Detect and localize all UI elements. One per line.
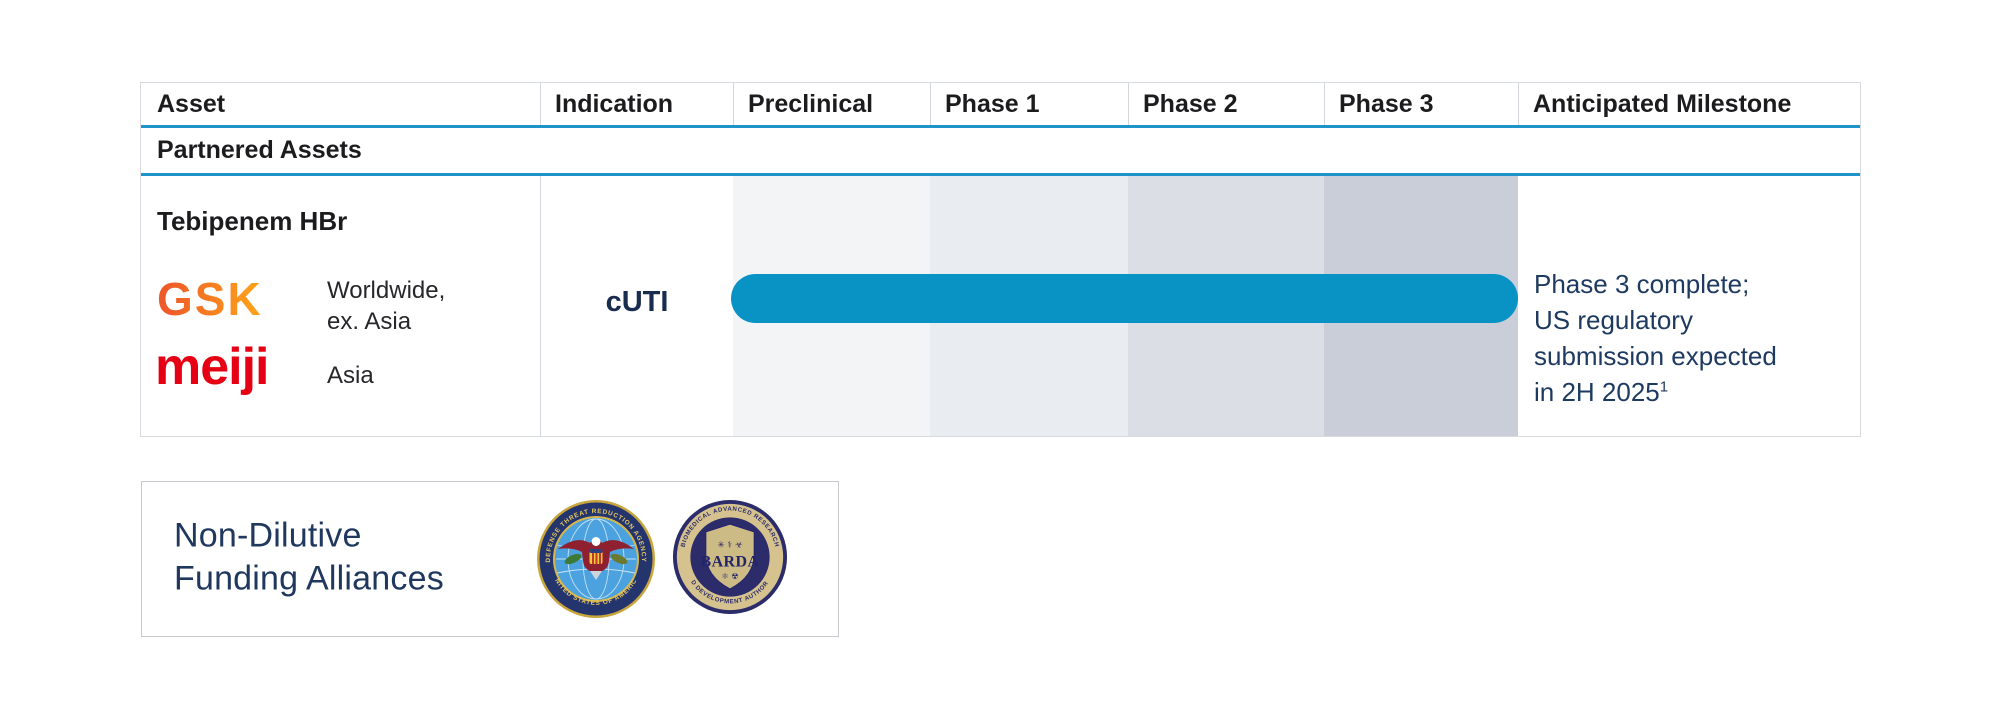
gsk-territory-line1: Worldwide,: [327, 277, 446, 304]
column-header-indication: Indication: [540, 83, 733, 125]
funding-title-line2: Funding Alliances: [174, 559, 444, 598]
pipeline-header-row: Asset Indication Preclinical Phase 1 Pha…: [141, 83, 1860, 125]
meiji-territory: Asia: [327, 360, 374, 391]
non-dilutive-funding-box: Non-Dilutive Funding Alliances DEFENSE T…: [141, 481, 839, 637]
milestone-footnote-marker: 1: [1659, 378, 1669, 396]
asset-indication-divider: [540, 176, 541, 436]
header-divider-rule: [141, 125, 1860, 128]
milestone-line4: in 2H 20251: [1534, 377, 1669, 407]
milestone-line1: Phase 3 complete;: [1534, 269, 1750, 299]
section-header-label: Partnered Assets: [157, 136, 362, 164]
meiji-logo: meiji: [155, 338, 269, 396]
indication-value: cUTI: [605, 285, 669, 318]
funding-title-line1: Non-Dilutive: [174, 516, 362, 555]
barda-seal-top-icons: ✳ ⚕ ☣: [717, 540, 743, 550]
section-divider-rule: [141, 173, 1860, 176]
barda-seal-icon: ✳ ⚕ ☣ BARDA ⚛ ☢ BIOMEDICAL ADVANCED RESE…: [672, 499, 788, 615]
column-header-phase2: Phase 2: [1128, 83, 1324, 125]
funding-box-title: Non-Dilutive Funding Alliances: [174, 514, 444, 600]
barda-seal-bottom-icons: ⚛ ☢: [721, 571, 738, 581]
asset-row-tebipenem: Tebipenem HBr GSK Worldwide, ex. Asia me…: [141, 176, 1860, 436]
column-header-phase3: Phase 3: [1324, 83, 1518, 125]
column-header-phase1: Phase 1: [930, 83, 1128, 125]
section-header-partnered-assets: Partnered Assets: [141, 128, 1860, 173]
gsk-territory-line2: ex. Asia: [327, 308, 412, 335]
column-header-preclinical: Preclinical: [733, 83, 930, 125]
gsk-logo: GSK: [157, 273, 263, 325]
barda-seal-center-text: BARDA: [700, 554, 759, 571]
indication-cell: cUTI: [540, 176, 734, 436]
pipeline-table: Asset Indication Preclinical Phase 1 Pha…: [140, 82, 1861, 437]
asset-name: Tebipenem HBr: [157, 206, 348, 236]
dtra-seal-icon: DEFENSE THREAT REDUCTION AGENCY UNITED S…: [536, 499, 655, 618]
anticipated-milestone-text: Phase 3 complete; US regulatory submissi…: [1534, 266, 1854, 410]
column-header-asset: Asset: [157, 89, 226, 118]
column-header-milestone: Anticipated Milestone: [1518, 83, 1860, 125]
meiji-territory-line1: Asia: [327, 362, 374, 389]
development-progress-bar: [731, 274, 1518, 323]
milestone-line2: US regulatory: [1534, 305, 1693, 335]
gsk-territory: Worldwide, ex. Asia: [327, 275, 445, 337]
milestone-line3: submission expected: [1534, 341, 1777, 371]
